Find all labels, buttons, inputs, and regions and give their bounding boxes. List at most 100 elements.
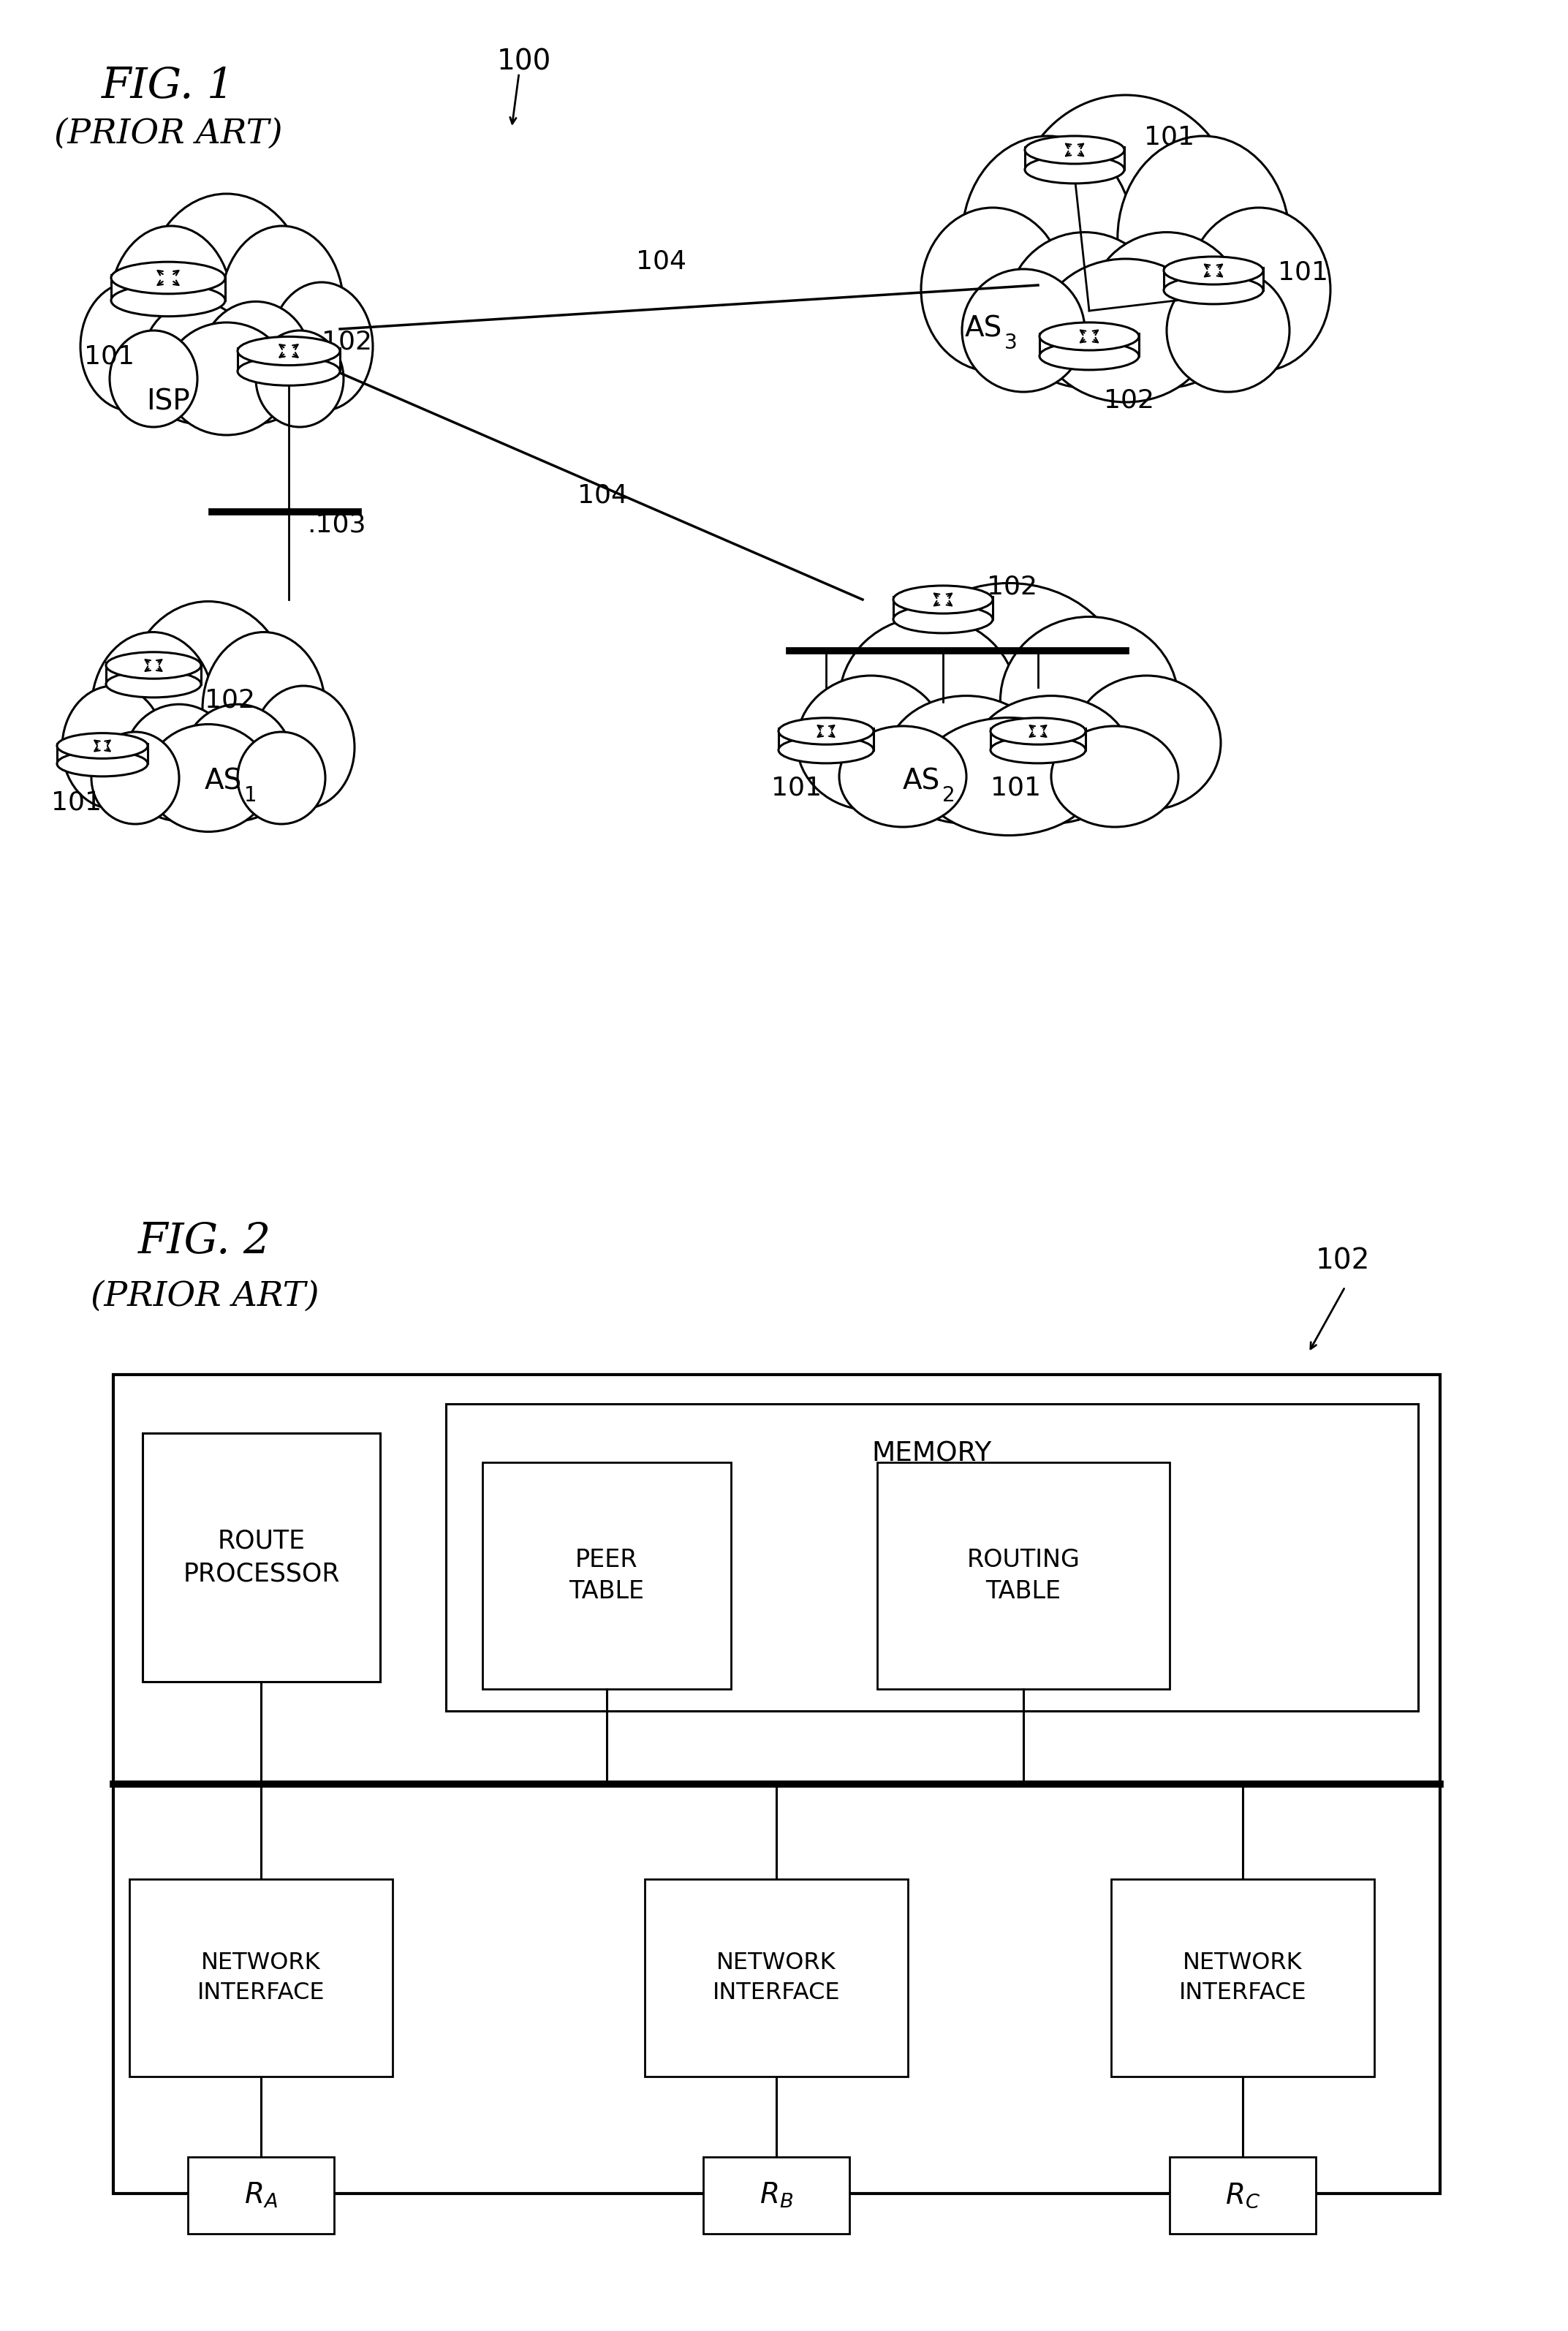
Ellipse shape xyxy=(797,557,1221,860)
Bar xyxy=(113,1375,1439,2193)
Ellipse shape xyxy=(91,632,215,786)
Ellipse shape xyxy=(238,336,340,366)
Ellipse shape xyxy=(63,685,165,809)
Ellipse shape xyxy=(920,207,1065,371)
Text: 204A: 204A xyxy=(238,1832,303,1858)
Text: 203: 203 xyxy=(599,1755,649,1779)
Ellipse shape xyxy=(1088,233,1245,387)
Bar xyxy=(702,2156,850,2233)
Bar xyxy=(644,1879,908,2077)
Text: NETWORK
INTERFACE: NETWORK INTERFACE xyxy=(1179,1951,1306,2005)
Ellipse shape xyxy=(221,226,343,387)
Ellipse shape xyxy=(107,653,201,678)
FancyBboxPatch shape xyxy=(1040,333,1138,357)
Ellipse shape xyxy=(779,737,873,762)
Text: 101: 101 xyxy=(85,343,135,368)
Ellipse shape xyxy=(1163,256,1264,284)
Ellipse shape xyxy=(129,601,289,786)
Ellipse shape xyxy=(252,685,354,809)
Text: 100: 100 xyxy=(497,47,552,75)
Ellipse shape xyxy=(1013,96,1239,340)
Ellipse shape xyxy=(963,135,1134,340)
Ellipse shape xyxy=(1000,618,1179,786)
FancyBboxPatch shape xyxy=(111,275,226,301)
Ellipse shape xyxy=(111,284,226,317)
Ellipse shape xyxy=(894,585,993,613)
Ellipse shape xyxy=(1051,725,1179,828)
Text: (PRIOR ART): (PRIOR ART) xyxy=(53,117,282,149)
Text: ISP: ISP xyxy=(146,387,190,415)
Ellipse shape xyxy=(1040,343,1138,371)
Ellipse shape xyxy=(107,671,201,697)
Text: 101: 101 xyxy=(771,774,822,800)
Text: 2: 2 xyxy=(942,786,955,807)
Text: AS: AS xyxy=(964,315,1002,343)
Ellipse shape xyxy=(971,695,1132,823)
Text: 104: 104 xyxy=(637,249,687,273)
Text: $R_A$: $R_A$ xyxy=(245,2182,278,2210)
Text: (PRIOR ART): (PRIOR ART) xyxy=(91,1280,318,1312)
Bar xyxy=(483,1462,731,1690)
Ellipse shape xyxy=(1040,322,1138,350)
Ellipse shape xyxy=(238,357,340,385)
Bar xyxy=(445,1403,1417,1711)
Ellipse shape xyxy=(110,331,198,427)
Ellipse shape xyxy=(182,704,293,821)
Text: 202A: 202A xyxy=(742,1455,806,1480)
Text: 104: 104 xyxy=(577,483,627,508)
Ellipse shape xyxy=(886,695,1047,823)
Bar xyxy=(877,1462,1170,1690)
Text: MEMORY: MEMORY xyxy=(872,1441,993,1466)
Ellipse shape xyxy=(1025,156,1124,184)
Ellipse shape xyxy=(165,322,289,436)
Text: 102: 102 xyxy=(205,688,256,713)
Text: 1: 1 xyxy=(245,786,257,807)
FancyBboxPatch shape xyxy=(56,744,147,765)
Text: AS: AS xyxy=(903,767,941,795)
Text: AS: AS xyxy=(205,767,241,795)
Text: 3: 3 xyxy=(1005,333,1018,354)
Ellipse shape xyxy=(124,704,235,821)
Ellipse shape xyxy=(894,606,993,634)
Ellipse shape xyxy=(920,65,1330,434)
Text: 101: 101 xyxy=(1145,124,1195,149)
Ellipse shape xyxy=(1025,135,1124,163)
Ellipse shape xyxy=(80,170,373,459)
Ellipse shape xyxy=(63,578,354,855)
Ellipse shape xyxy=(963,268,1085,392)
Ellipse shape xyxy=(1040,259,1212,403)
Ellipse shape xyxy=(1187,207,1330,371)
Ellipse shape xyxy=(256,331,343,427)
Text: 102: 102 xyxy=(986,573,1038,599)
Text: FIG. 2: FIG. 2 xyxy=(138,1221,271,1263)
Text: NETWORK
INTERFACE: NETWORK INTERFACE xyxy=(198,1951,325,2005)
Ellipse shape xyxy=(270,282,373,410)
Text: 101: 101 xyxy=(1278,259,1328,284)
Text: 102: 102 xyxy=(1104,387,1154,413)
Ellipse shape xyxy=(1007,233,1162,387)
FancyBboxPatch shape xyxy=(107,662,201,683)
Ellipse shape xyxy=(141,301,252,424)
Text: 204C: 204C xyxy=(1221,1832,1284,1858)
Ellipse shape xyxy=(1167,268,1289,392)
Ellipse shape xyxy=(56,734,147,758)
Bar xyxy=(188,2156,334,2233)
Text: 101: 101 xyxy=(991,774,1041,800)
Ellipse shape xyxy=(1118,135,1289,340)
Text: 101: 101 xyxy=(52,790,102,814)
Text: .103: .103 xyxy=(307,513,365,536)
Text: $R_B$: $R_B$ xyxy=(759,2182,793,2210)
Text: $R_C$: $R_C$ xyxy=(1225,2182,1261,2210)
Text: NETWORK
INTERFACE: NETWORK INTERFACE xyxy=(712,1951,840,2005)
Text: FIG. 1: FIG. 1 xyxy=(102,65,235,107)
Ellipse shape xyxy=(839,725,966,828)
Text: 204B: 204B xyxy=(754,1832,818,1858)
Ellipse shape xyxy=(80,282,183,410)
Ellipse shape xyxy=(202,632,325,786)
FancyBboxPatch shape xyxy=(1025,147,1124,170)
Ellipse shape xyxy=(920,718,1098,834)
Ellipse shape xyxy=(111,261,226,294)
Text: ROUTING
TABLE: ROUTING TABLE xyxy=(967,1548,1080,1604)
Ellipse shape xyxy=(146,193,307,387)
FancyBboxPatch shape xyxy=(779,730,873,751)
